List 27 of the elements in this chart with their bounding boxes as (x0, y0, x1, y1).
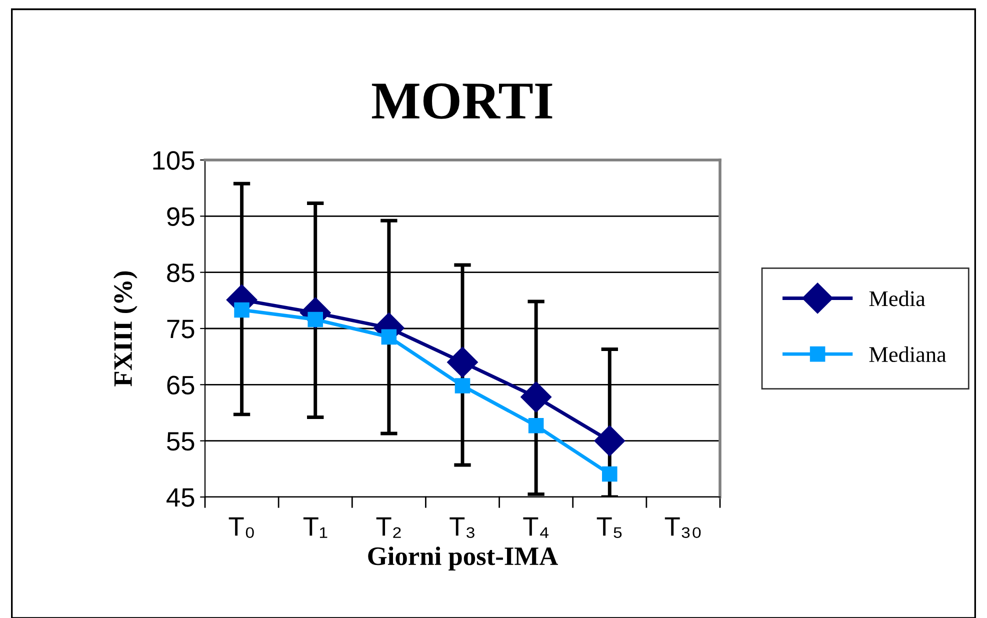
point (594, 425, 626, 456)
point (381, 329, 397, 345)
x-tick-label: T₄ (523, 517, 548, 538)
x-tick-label: T₃ (450, 517, 474, 538)
y-axis-title: FXIII (%) (113, 271, 138, 386)
y-tick-label: 75 (167, 320, 194, 338)
y-tick-label: 45 (166, 488, 194, 507)
point (602, 466, 618, 482)
y-tick-label: 105 (153, 151, 194, 170)
x-tick-label: T₁ (303, 517, 328, 538)
legend-label: Media (869, 290, 926, 306)
point (234, 302, 250, 318)
chart-title: MORTI (372, 83, 552, 119)
point (454, 378, 470, 394)
y-tick-label: 55 (166, 432, 194, 451)
y-tick-label: 85 (167, 263, 194, 282)
x-tick-label: T₀ (228, 517, 254, 538)
x-tick-label: T₅ (596, 517, 622, 538)
legend-label: Mediana (869, 346, 946, 362)
point (447, 346, 478, 378)
y-tick-label: 65 (167, 376, 194, 394)
x-tick-label: T₃₀ (664, 517, 701, 538)
x-tick-label: T₂ (376, 517, 401, 538)
y-tick-label: 95 (167, 207, 194, 226)
x-axis-title: Giorni post-IMA (368, 546, 558, 571)
point (528, 418, 544, 434)
point (520, 382, 552, 412)
